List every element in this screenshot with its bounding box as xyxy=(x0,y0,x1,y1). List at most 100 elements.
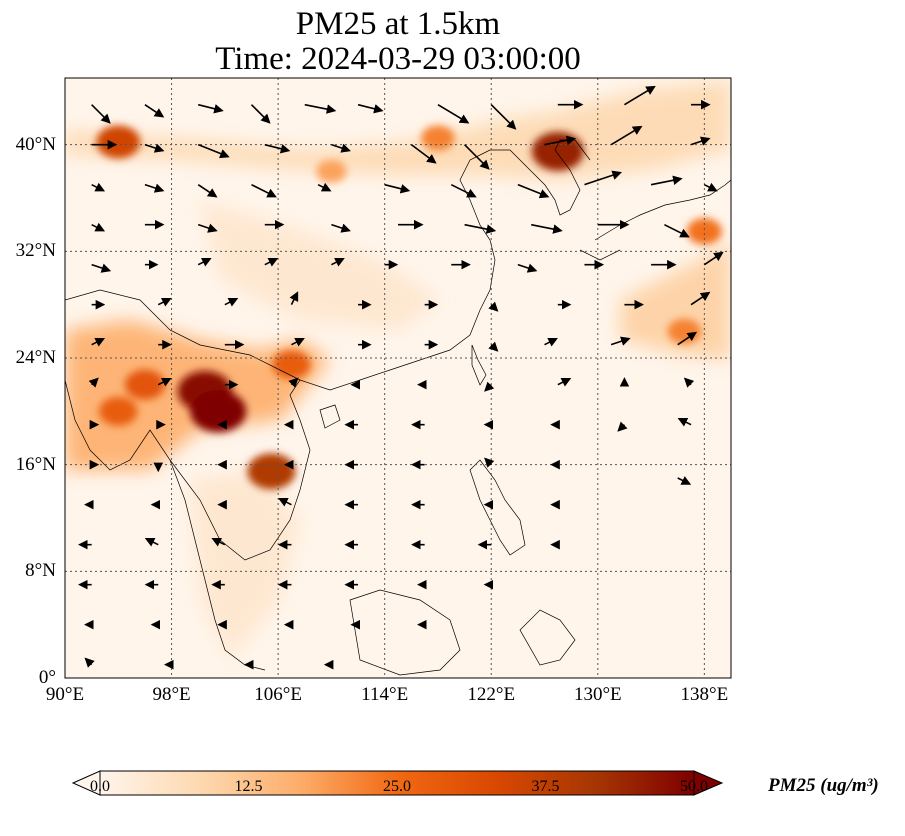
wind-vector-69 xyxy=(488,341,499,352)
wind-vector-17 xyxy=(464,144,490,170)
gridlines xyxy=(65,78,731,678)
wind-vector-101 xyxy=(677,476,692,485)
wind-vector-41 xyxy=(664,223,690,238)
wind-vector-46 xyxy=(331,257,345,267)
pollution-hotspot-9 xyxy=(316,159,347,183)
lon-tick-label-3: 114°E xyxy=(361,684,409,705)
wind-vector-7 xyxy=(490,104,517,130)
wind-vector-34 xyxy=(197,223,218,233)
wind-vector-25 xyxy=(317,182,332,192)
coastlines xyxy=(65,139,731,676)
wind-vector-45 xyxy=(264,257,279,267)
wind-vector-29 xyxy=(584,170,622,186)
wind-vector-42 xyxy=(91,263,112,273)
wind-vector-91 xyxy=(617,421,628,432)
wind-vector-26 xyxy=(384,183,411,194)
lat-tick-label-0: 0° xyxy=(38,667,56,688)
wind-vector-76 xyxy=(288,377,299,388)
wind-vector-38 xyxy=(464,223,497,234)
lon-tick-label-5: 130°E xyxy=(573,684,622,705)
lat-tick-label-1: 8°N xyxy=(25,560,56,582)
wind-vector-31 xyxy=(704,182,718,192)
wind-vector-105 xyxy=(278,497,292,507)
wind-vector-49 xyxy=(517,263,538,273)
wind-vector-9 xyxy=(624,85,656,106)
wind-vector-55 xyxy=(224,297,239,307)
lon-tick-label-1: 98°E xyxy=(152,684,191,705)
wind-vector-74 xyxy=(157,377,172,387)
map-frame xyxy=(64,77,732,679)
pollution-hotspot-7 xyxy=(96,125,141,159)
wind-vector-16 xyxy=(410,144,437,164)
wind-vector-112 xyxy=(211,537,226,547)
wind-vectors xyxy=(78,85,724,670)
wind-vector-56 xyxy=(289,291,299,306)
wind-vector-12 xyxy=(144,143,165,153)
wind-vector-21 xyxy=(91,182,106,192)
wind-vector-6 xyxy=(437,103,470,124)
pollution-hotspot-11 xyxy=(686,218,722,245)
wind-vector-92 xyxy=(677,417,692,427)
wind-vector-54 xyxy=(157,297,172,307)
wind-vector-79 xyxy=(484,381,495,392)
lon-tick-label-4: 122°E xyxy=(467,684,516,705)
wind-vector-73 xyxy=(88,377,99,388)
wind-vector-22 xyxy=(144,183,165,193)
wind-vector-14 xyxy=(264,143,291,154)
wind-vector-63 xyxy=(91,337,106,347)
wind-vector-66 xyxy=(291,337,305,347)
wind-vector-52 xyxy=(703,251,724,266)
wind-vector-3 xyxy=(250,104,271,124)
pollution-hotspot-4 xyxy=(247,453,296,490)
lon-tick-label-6: 138°E xyxy=(680,684,729,705)
wind-vector-30 xyxy=(650,175,683,186)
colorbar-tick-label-0: 0.0 xyxy=(90,778,110,795)
colorbar-tick-label-4: 50.0 xyxy=(680,778,708,795)
wind-vector-24 xyxy=(251,183,277,198)
hotspot-layer xyxy=(96,125,722,490)
wind-vector-80 xyxy=(557,377,572,387)
wind-vector-20 xyxy=(690,136,711,146)
wind-vector-19 xyxy=(610,125,643,146)
wind-vector-1 xyxy=(144,104,165,118)
pollution-hotspot-1 xyxy=(190,390,247,433)
wind-vector-62 xyxy=(690,291,711,306)
wind-vector-2 xyxy=(198,103,224,114)
wind-vector-0 xyxy=(91,104,111,124)
lat-tick-label-2: 16°N xyxy=(15,453,56,475)
colorbar-tick-label-1: 12.5 xyxy=(234,778,263,795)
wind-vector-27 xyxy=(450,183,477,198)
wind-vector-44 xyxy=(197,257,212,267)
lat-tick-label-4: 32°N xyxy=(15,240,56,262)
colorbar-tick-label-2: 25.0 xyxy=(383,778,411,795)
wind-vector-4 xyxy=(304,103,337,114)
wind-vector-99 xyxy=(484,457,495,468)
lat-tick-label-3: 24°N xyxy=(15,347,56,368)
wind-vector-15 xyxy=(331,143,351,153)
wind-vector-13 xyxy=(197,143,230,159)
wind-vector-23 xyxy=(197,184,218,198)
pollution-hotspot-5 xyxy=(272,350,311,380)
wind-vector-32 xyxy=(91,222,106,232)
lat-tick-label-5: 40°N xyxy=(15,133,56,155)
wind-vector-28 xyxy=(517,183,550,199)
colorbar-tick-label-3: 37.5 xyxy=(531,778,560,795)
colorbar-label: PM25 (ug/m³) xyxy=(768,775,879,796)
pollution-hotspot-3 xyxy=(99,396,138,426)
colorbar-body xyxy=(99,770,695,796)
wind-vector-5 xyxy=(357,103,384,114)
wind-vector-72 xyxy=(677,331,698,346)
wind-vector-71 xyxy=(610,336,631,346)
wind-vector-70 xyxy=(544,337,558,347)
map-subtitle-time: Time: 2024-03-29 03:00:00 xyxy=(215,41,581,77)
lon-tick-label-0: 90°E xyxy=(45,684,85,705)
lon-tick-label-2: 106°E xyxy=(254,684,302,705)
colorbar-high-extend xyxy=(693,770,724,796)
wind-vector-18 xyxy=(544,135,577,146)
wind-vector-39 xyxy=(531,223,563,234)
map-title: PM25 at 1.5km xyxy=(295,6,501,42)
pollution-hotspot-2 xyxy=(124,369,165,400)
wind-vector-131 xyxy=(84,657,95,668)
